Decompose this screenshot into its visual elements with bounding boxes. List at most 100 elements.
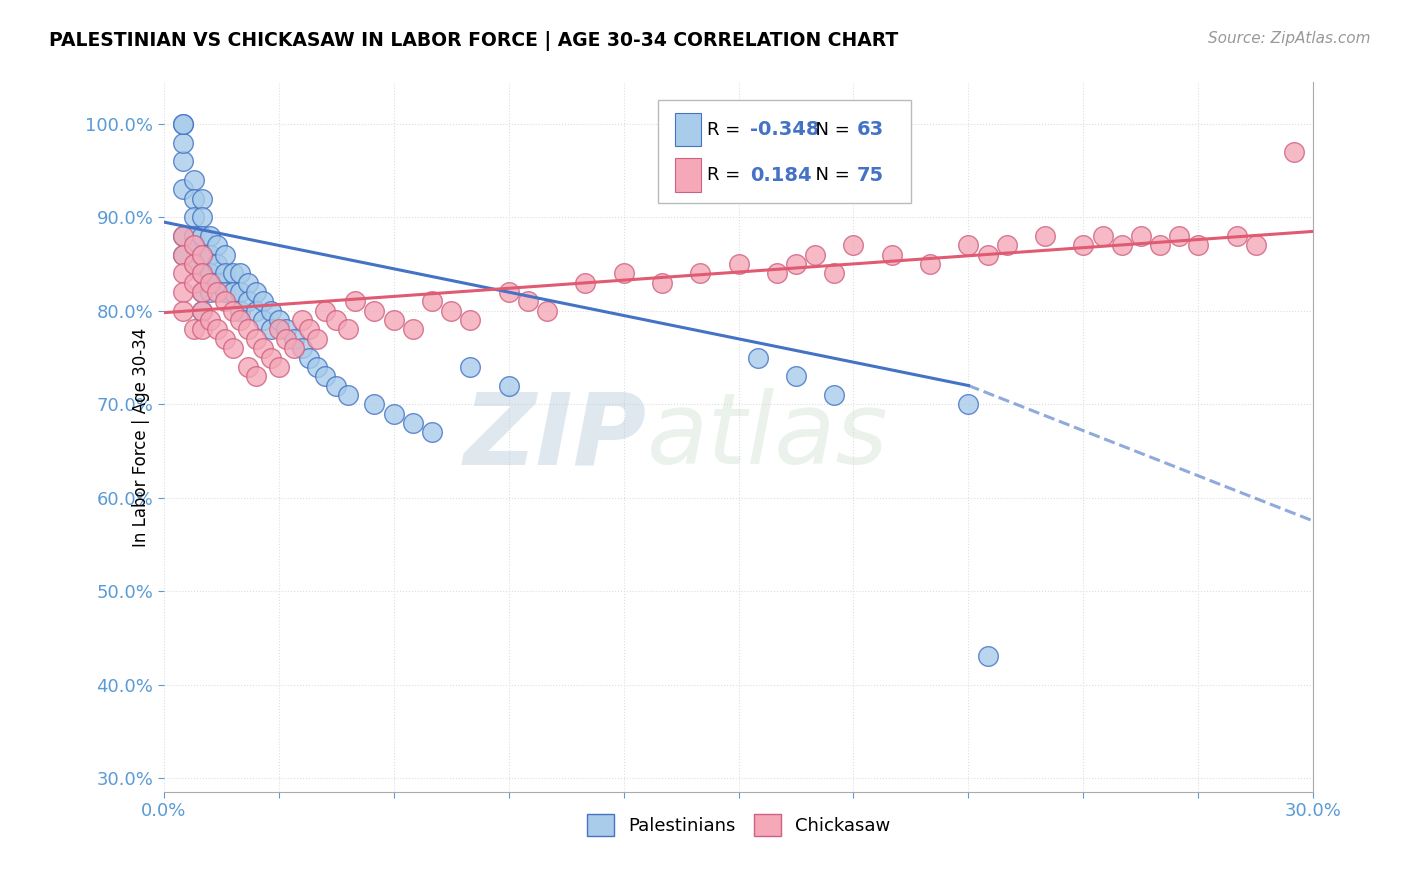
Point <box>236 294 259 309</box>
Text: N =: N = <box>804 166 856 184</box>
Point <box>291 341 314 355</box>
Point <box>1129 229 1152 244</box>
Point <box>214 248 236 262</box>
Point <box>651 276 673 290</box>
Point <box>191 303 214 318</box>
Text: Source: ZipAtlas.com: Source: ZipAtlas.com <box>1208 31 1371 46</box>
Point <box>191 248 214 262</box>
Point <box>183 173 205 187</box>
Y-axis label: In Labor Force | Age 30-34: In Labor Force | Age 30-34 <box>132 327 150 547</box>
Point <box>191 267 214 281</box>
Point <box>336 322 359 336</box>
Point <box>1033 229 1056 244</box>
Point <box>325 378 347 392</box>
Point <box>183 276 205 290</box>
Point <box>823 267 845 281</box>
Point <box>183 257 205 271</box>
Point <box>191 285 214 299</box>
Point <box>198 276 221 290</box>
Point <box>574 276 596 290</box>
Point <box>245 303 267 318</box>
Point <box>172 285 194 299</box>
Text: -0.348: -0.348 <box>749 120 820 139</box>
Point <box>516 294 538 309</box>
Text: PALESTINIAN VS CHICKASAW IN LABOR FORCE | AGE 30-34 CORRELATION CHART: PALESTINIAN VS CHICKASAW IN LABOR FORCE … <box>49 31 898 51</box>
Point <box>229 303 252 318</box>
Point <box>267 359 290 374</box>
Point <box>402 322 425 336</box>
Point <box>1168 229 1191 244</box>
Point <box>458 313 481 327</box>
Point <box>172 117 194 131</box>
Point <box>229 313 252 327</box>
Text: ZIP: ZIP <box>464 388 647 485</box>
Point <box>191 229 214 244</box>
Point <box>1091 229 1114 244</box>
Point <box>283 332 305 346</box>
Point <box>191 322 214 336</box>
Point <box>236 322 259 336</box>
Point <box>880 248 903 262</box>
Bar <box>675 113 700 146</box>
Point <box>267 322 290 336</box>
Point <box>325 313 347 327</box>
Point <box>172 229 194 244</box>
Point <box>252 313 274 327</box>
Point <box>222 303 245 318</box>
Point <box>260 303 283 318</box>
Point <box>842 238 865 252</box>
Point <box>363 303 385 318</box>
Point <box>766 267 789 281</box>
Point <box>305 332 328 346</box>
Point <box>458 359 481 374</box>
Text: 75: 75 <box>856 166 884 185</box>
Point <box>207 276 229 290</box>
Point <box>420 425 443 440</box>
Point <box>785 257 807 271</box>
Point <box>1282 145 1305 159</box>
Point <box>298 351 321 365</box>
Point <box>727 257 749 271</box>
Point <box>498 378 520 392</box>
Point <box>1244 238 1267 252</box>
Point <box>198 248 221 262</box>
Point <box>183 238 205 252</box>
Point <box>785 369 807 384</box>
Point <box>536 303 558 318</box>
Point <box>245 369 267 384</box>
Point <box>613 267 636 281</box>
Point <box>172 303 194 318</box>
Point <box>252 294 274 309</box>
Point <box>191 303 214 318</box>
Point <box>207 322 229 336</box>
Point <box>976 649 998 664</box>
Point <box>1149 238 1171 252</box>
Point <box>276 322 298 336</box>
Text: R =: R = <box>707 120 747 138</box>
Point <box>363 397 385 411</box>
Point <box>382 313 405 327</box>
Point <box>252 341 274 355</box>
Point <box>172 182 194 196</box>
Point <box>823 388 845 402</box>
Point <box>214 285 236 299</box>
Point <box>198 229 221 244</box>
Point <box>420 294 443 309</box>
Point <box>183 322 205 336</box>
Point <box>305 359 328 374</box>
Point <box>1111 238 1133 252</box>
Point <box>747 351 769 365</box>
Point <box>191 211 214 225</box>
Point <box>207 285 229 299</box>
Point <box>172 267 194 281</box>
Point <box>183 192 205 206</box>
Point <box>191 285 214 299</box>
Point <box>236 359 259 374</box>
Point <box>198 313 221 327</box>
Point <box>283 341 305 355</box>
Point <box>222 267 245 281</box>
Text: 0.184: 0.184 <box>749 166 811 185</box>
Point <box>260 322 283 336</box>
Point <box>191 192 214 206</box>
FancyBboxPatch shape <box>658 100 911 202</box>
